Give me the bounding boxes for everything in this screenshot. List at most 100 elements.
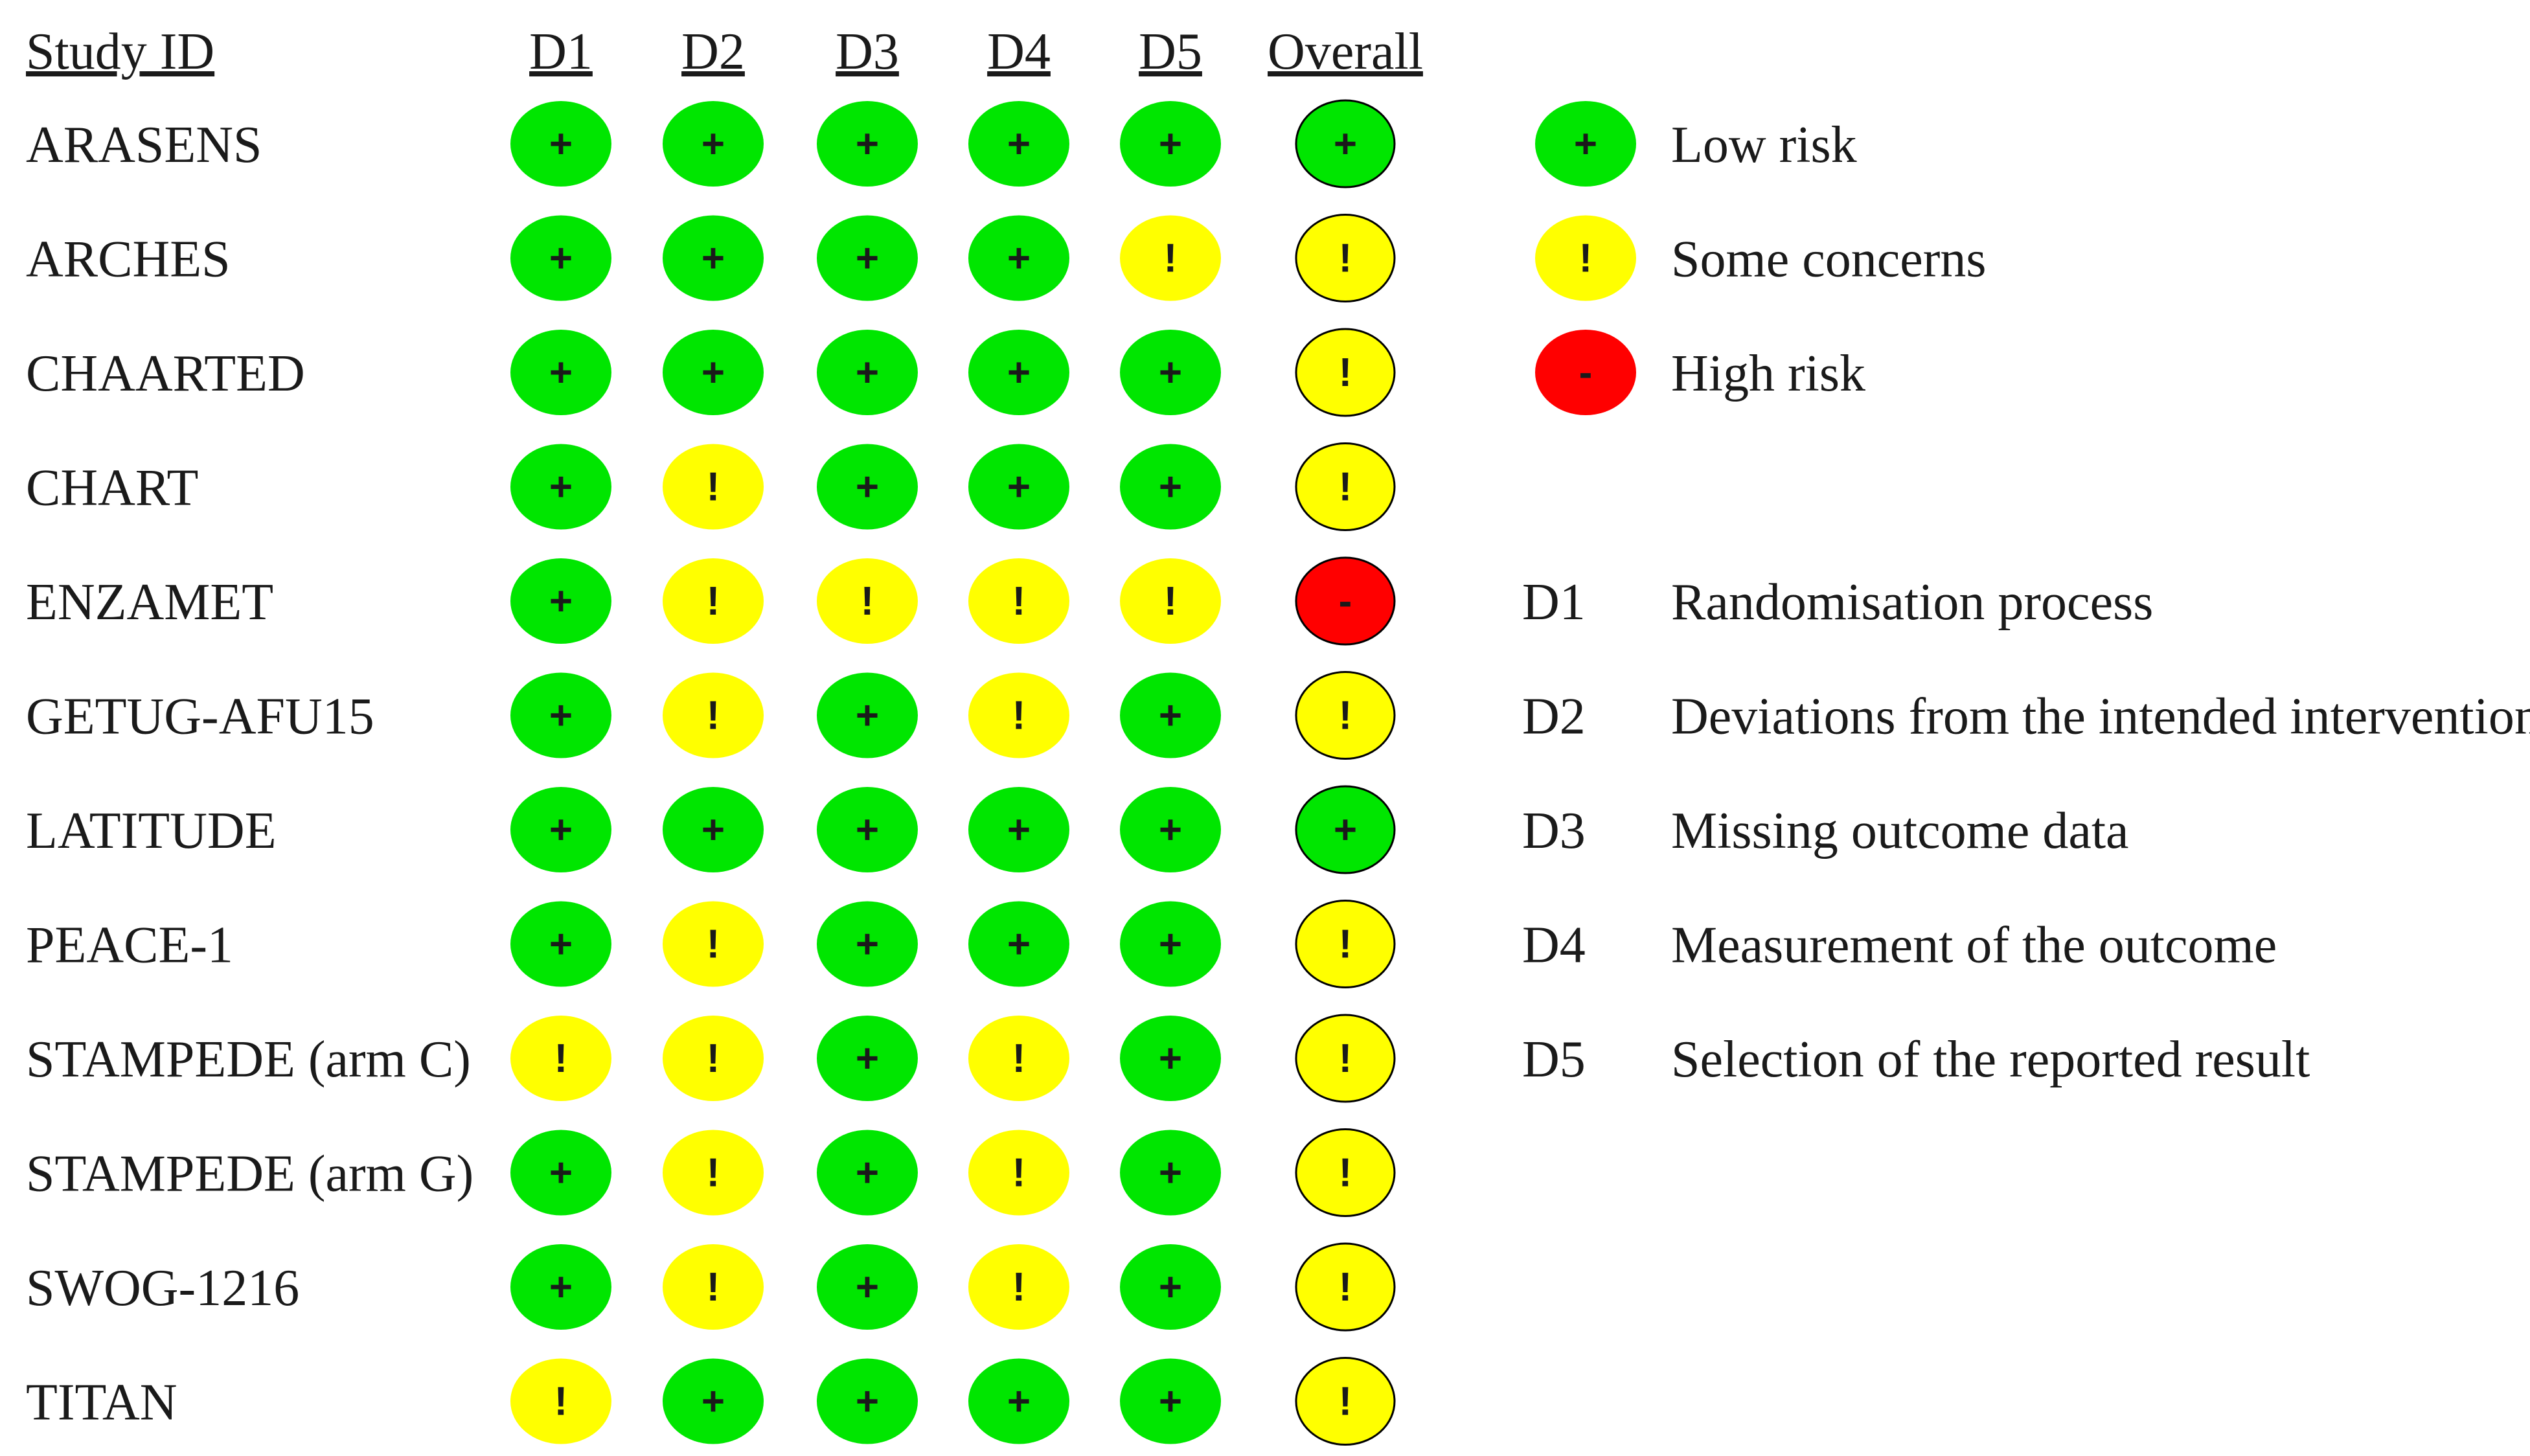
judgement-d3 [817,672,918,758]
study-label: SWOG-1216 [26,1260,299,1317]
study-label: PEACE-1 [26,917,233,974]
domain-key-label: Missing outcome data [1671,802,2129,859]
judgement-d2 [663,672,764,758]
judgement-overall [1295,1014,1396,1103]
domain-key-code: D1 [1522,574,1586,631]
judgement-d3-symbol: + [856,1380,879,1424]
study-label: ARASENS [26,117,262,174]
judgement-d2-symbol: + [701,122,725,166]
judgement-overall [1295,556,1396,646]
judgement-d2 [663,215,764,301]
judgement-d4-symbol: ! [1012,694,1026,738]
study-label: CHART [26,460,198,517]
header-d1: D1 [529,23,593,80]
judgement-d2 [663,901,764,987]
judgement-d5-symbol: + [1159,465,1182,510]
judgement-d2 [663,787,764,872]
judgement-d1 [510,672,611,758]
judgement-d3 [817,1016,918,1101]
judgement-overall-symbol: ! [1339,694,1352,738]
judgement-d3-symbol: ! [861,579,874,624]
judgement-d3-symbol: + [856,236,879,281]
judgement-d1 [510,101,611,187]
judgement-d1 [510,330,611,415]
judgement-d4 [968,215,1069,301]
judgement-overall [1295,671,1396,760]
judgement-d4 [968,101,1069,187]
judgement-d1-symbol: ! [554,1036,568,1081]
judgement-d2-symbol: ! [707,465,720,510]
domain-key-code: D5 [1522,1031,1586,1088]
judgement-d5-symbol: + [1159,694,1182,738]
judgement-d1-symbol: + [549,236,573,281]
judgement-d4 [968,1358,1069,1444]
judgement-d2-symbol: ! [707,694,720,738]
judgement-overall-symbol: ! [1339,922,1352,967]
judgement-d5 [1120,901,1221,987]
judgement-overall-symbol: ! [1339,350,1352,395]
judgement-d3 [817,558,918,644]
judgement-d2 [663,1358,764,1444]
judgement-d4-symbol: ! [1012,1265,1026,1310]
judgement-d5-symbol: + [1159,1265,1182,1310]
judgement-d1-symbol: + [549,922,573,967]
judgement-d4-symbol: ! [1012,1036,1026,1081]
judgement-d5 [1120,330,1221,415]
study-label: TITAN [26,1374,177,1431]
judgement-d5 [1120,215,1221,301]
judgement-d1 [510,558,611,644]
judgement-d4 [968,787,1069,872]
judgement-d5 [1120,1244,1221,1330]
judgement-d3 [817,330,918,415]
judgement-d2 [663,1244,764,1330]
judgement-overall-symbol: + [1334,808,1357,852]
judgement-d2-symbol: + [701,1380,725,1424]
judgement-d2 [663,444,764,530]
judgement-d1-symbol: + [549,122,573,166]
legend-some-symbol: ! [1579,236,1593,281]
judgement-overall [1295,214,1396,302]
judgement-d3 [817,444,918,530]
judgement-overall [1295,785,1396,874]
judgement-d1-symbol: + [549,1265,573,1310]
judgement-d1 [510,215,611,301]
judgement-d5-symbol: ! [1164,579,1178,624]
judgement-d3-symbol: + [856,1151,879,1196]
judgement-d3 [817,1130,918,1216]
legend-low-label: Low risk [1671,117,1857,174]
judgement-d3-symbol: + [856,1265,879,1310]
judgement-d4-symbol: ! [1012,1151,1026,1196]
judgement-d1-symbol: + [549,465,573,510]
judgement-d5 [1120,1130,1221,1216]
judgement-d5-symbol: ! [1164,236,1178,281]
judgement-d4-symbol: + [1007,922,1031,967]
judgement-overall [1295,1242,1396,1332]
judgement-d3 [817,215,918,301]
judgement-d1 [510,1244,611,1330]
judgement-d2-symbol: ! [707,922,720,967]
header-d4: D4 [987,23,1051,80]
judgement-overall [1295,442,1396,531]
judgement-d1 [510,1130,611,1216]
judgement-d5 [1120,558,1221,644]
judgement-overall-symbol: ! [1339,1151,1352,1196]
judgement-overall-symbol: ! [1339,1265,1352,1310]
study-label: STAMPEDE (arm G) [26,1146,473,1203]
judgement-d4 [968,1244,1069,1330]
judgement-d5 [1120,787,1221,872]
study-label: STAMPEDE (arm C) [26,1031,471,1088]
domain-key-code: D2 [1522,688,1586,745]
judgement-d2-symbol: + [701,350,725,395]
judgement-d3 [817,901,918,987]
domain-key-label: Deviations from the intended interventio… [1671,688,2530,745]
legend-high-symbol: - [1579,350,1593,395]
judgement-d5-symbol: + [1159,122,1182,166]
judgement-overall-symbol: ! [1339,1036,1352,1081]
judgement-overall-symbol: ! [1339,465,1352,510]
header-study-id: Study ID [26,23,214,80]
legend-low-symbol: + [1574,122,1597,166]
judgement-d3-symbol: + [856,122,879,166]
judgement-d3-symbol: + [856,808,879,852]
judgement-d2 [663,558,764,644]
judgement-overall [1295,99,1396,188]
